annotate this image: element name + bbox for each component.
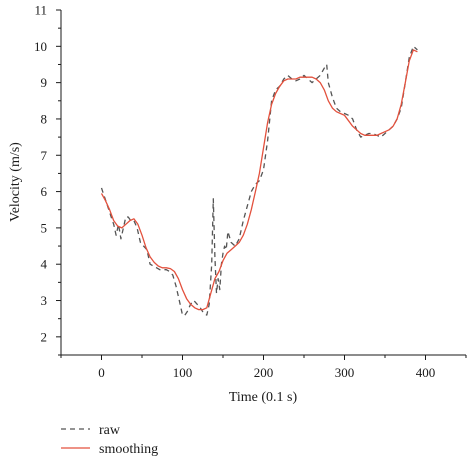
series-line-raw <box>100 45 418 316</box>
y-tick-label: 5 <box>41 220 48 235</box>
y-tick-label: 10 <box>34 39 47 54</box>
series-line-smoothing <box>100 49 418 311</box>
y-tick-label: 8 <box>41 111 48 126</box>
y-tick-label: 2 <box>41 329 48 344</box>
x-axis-title: Time (0.1 s) <box>229 390 298 405</box>
x-tick-label: 400 <box>416 365 436 380</box>
y-tick-label: 4 <box>41 257 48 272</box>
x-tick-label: 100 <box>173 365 193 380</box>
x-ticks: 0 100 200 300 400 <box>60 355 467 380</box>
y-ticks: 2 3 4 5 6 7 8 9 10 11 <box>34 3 61 356</box>
series-layer <box>100 45 418 316</box>
legend-smoothing-label: smoothing <box>99 442 158 457</box>
x-tick-label: 300 <box>335 365 355 380</box>
y-tick-label: 3 <box>41 293 48 308</box>
y-tick-label: 6 <box>41 184 48 199</box>
y-axis-title: Velocity (m/s) <box>8 142 23 222</box>
y-tick-label: 7 <box>41 148 48 163</box>
x-tick-label: 200 <box>254 365 274 380</box>
legend-raw-label: raw <box>99 423 121 438</box>
plot-area: 0 100 200 300 400 2 3 4 5 6 7 8 9 10 11 <box>34 3 467 380</box>
y-tick-label: 9 <box>41 75 48 90</box>
x-tick-label: 0 <box>98 365 105 380</box>
y-tick-label: 11 <box>34 3 47 18</box>
legend: raw smoothing <box>61 423 158 457</box>
